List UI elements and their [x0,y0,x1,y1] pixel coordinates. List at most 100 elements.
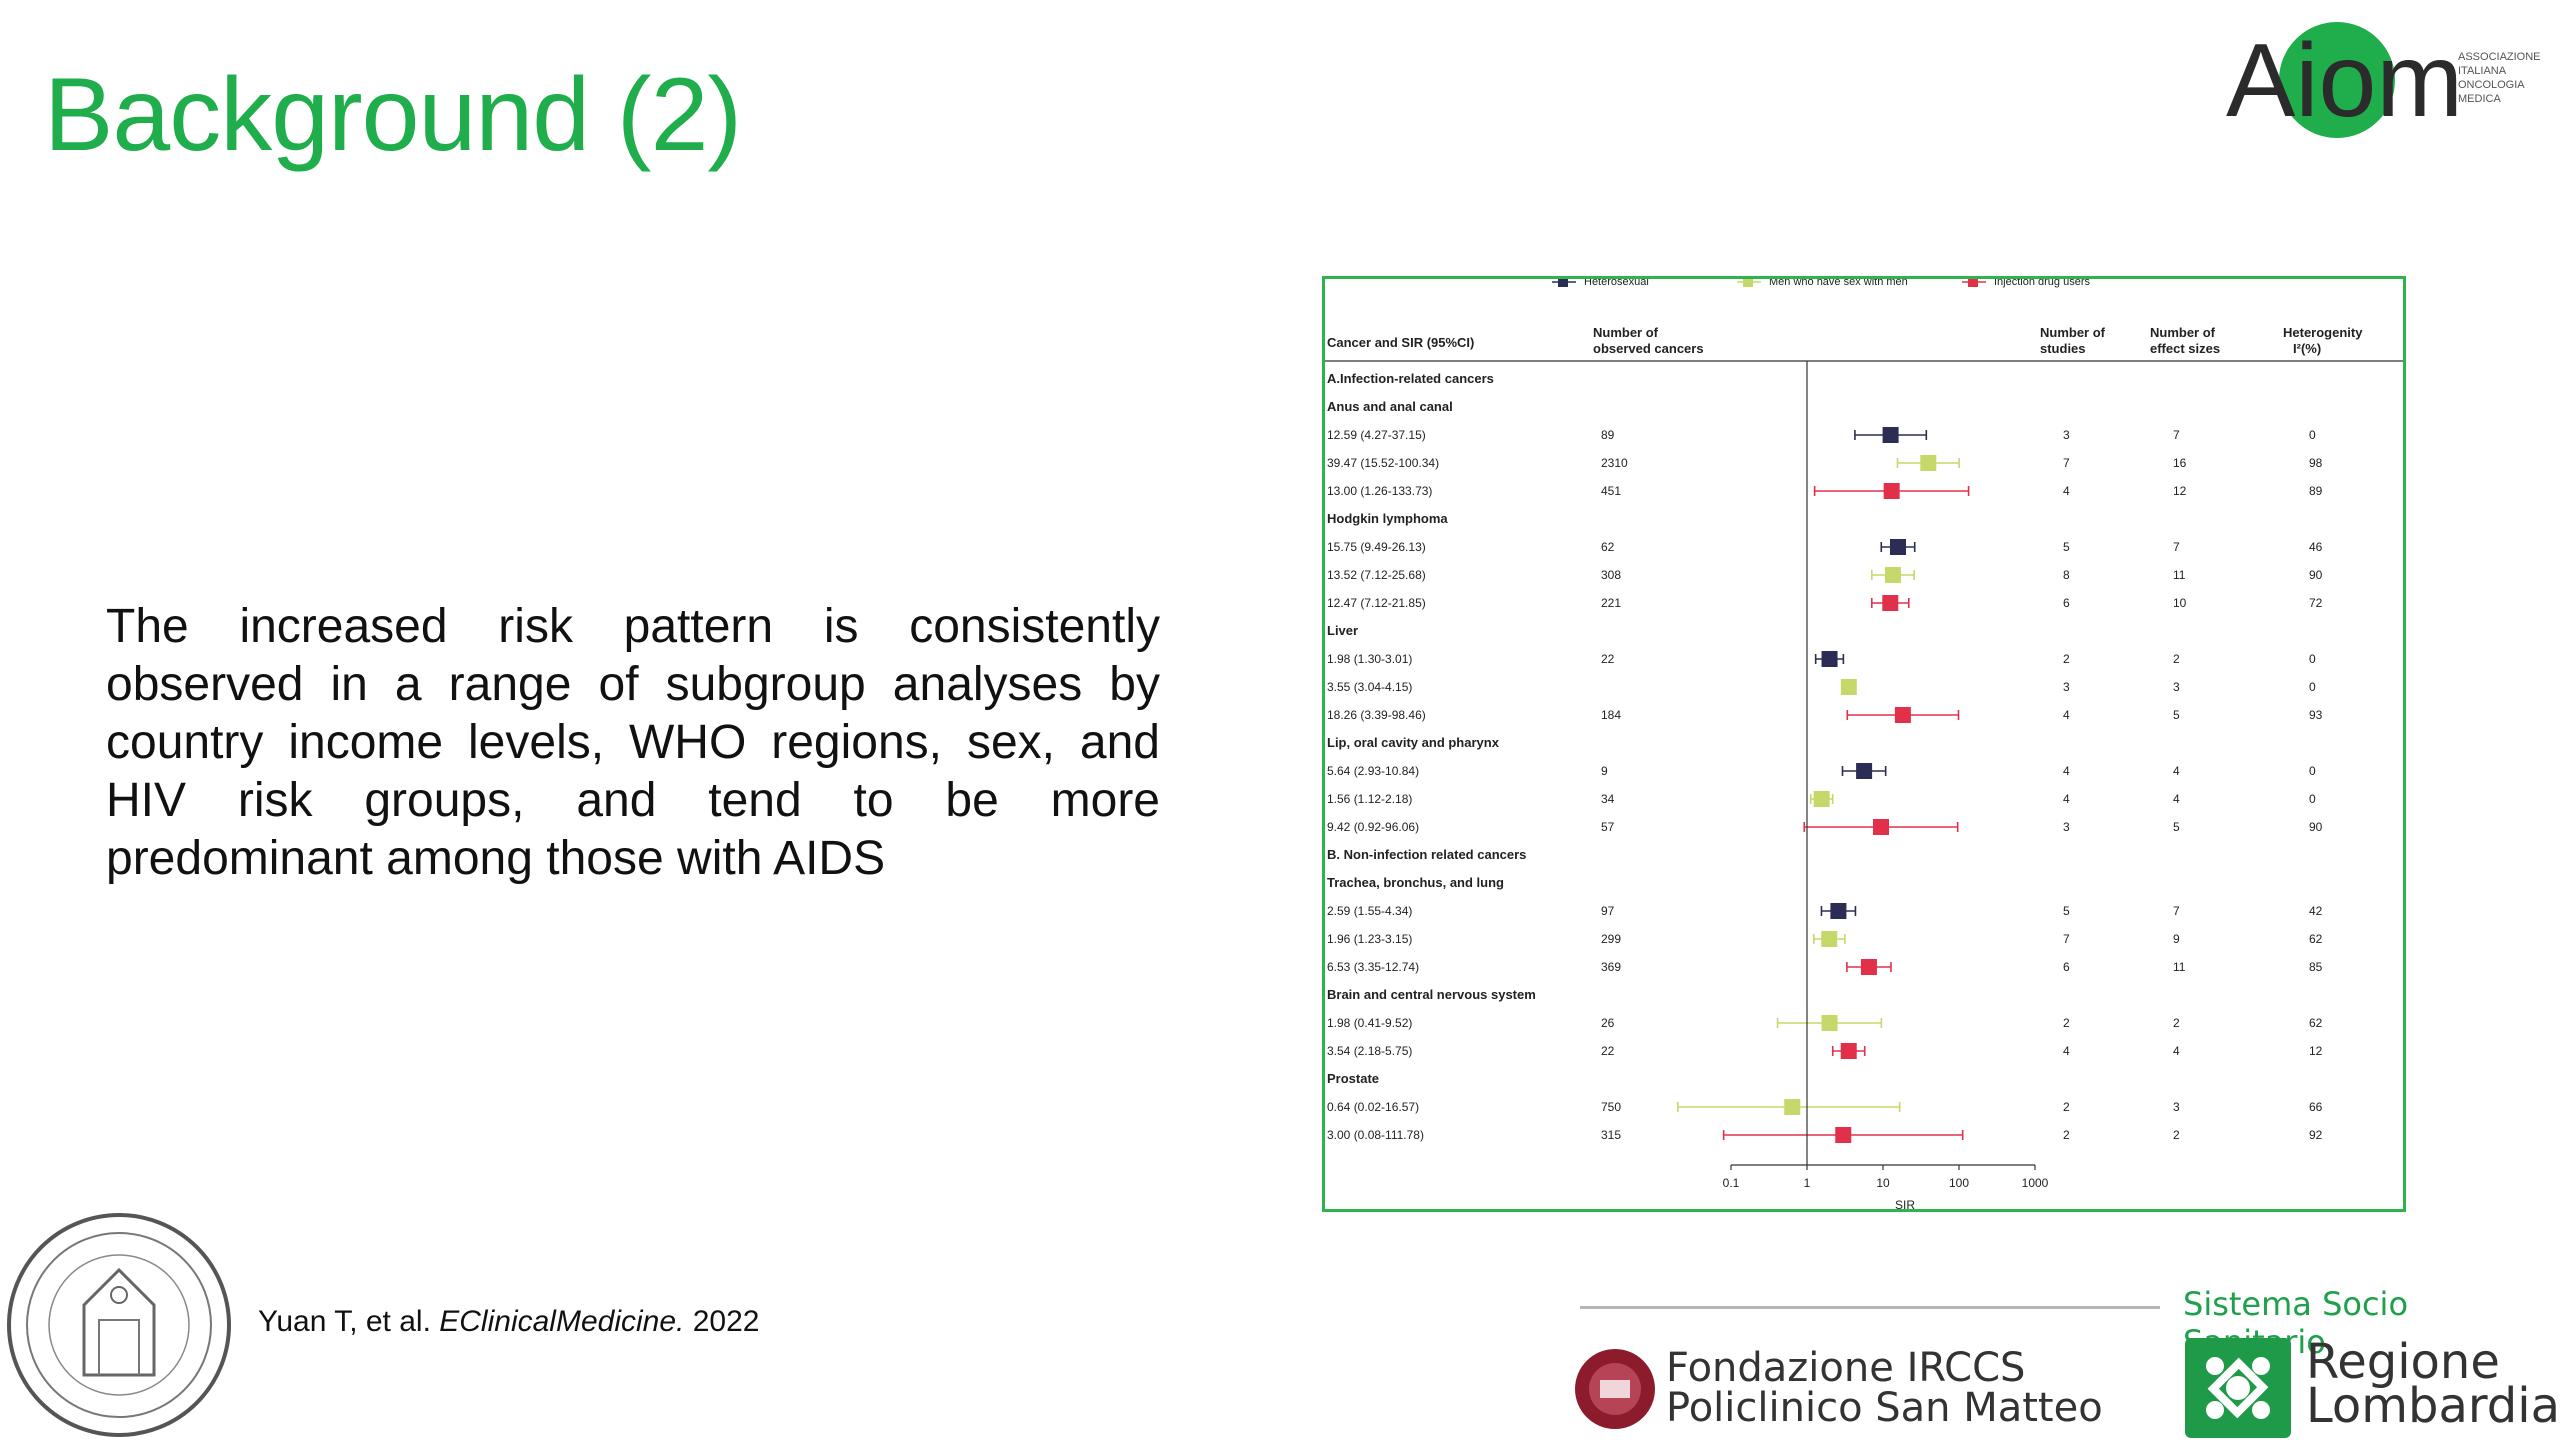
row-observed: 22 [1601,1044,1615,1058]
row-heterogeneity: 42 [2309,904,2323,918]
row-studies: 2 [2063,652,2070,666]
row-observed: 97 [1601,904,1615,918]
svg-text:ASSOCIAZIONE: ASSOCIAZIONE [2458,51,2541,63]
aiom-logo: Aiom ASSOCIAZIONE ITALIANA ONCOLOGIA MED… [2220,14,2550,144]
row-studies: 3 [2063,820,2070,834]
row-heterogeneity: 0 [2309,792,2316,806]
row-effects: 7 [2173,904,2180,918]
row-studies: 4 [2063,764,2070,778]
regione-line1: Regione [2306,1334,2500,1390]
row-sir-label: 13.00 (1.26-133.73) [1327,484,1432,498]
row-observed: 299 [1601,932,1621,946]
header-heterogeneity: Heterogenity [2283,325,2363,340]
regione-name: Regione Lombardia [2306,1334,2560,1430]
row-effects: 5 [2173,708,2180,722]
sir-marker [1821,651,1838,667]
row-studies: 5 [2063,904,2070,918]
legend-label: Men who have sex with men [1769,279,1908,288]
sir-marker [1860,959,1877,975]
row-effects: 5 [2173,820,2180,834]
header-effects: effect sizes [2150,341,2220,356]
row-effects: 11 [2173,568,2186,582]
header-heterogeneity: I²(%) [2293,341,2321,356]
row-effects: 12 [2173,484,2187,498]
row-studies: 2 [2063,1100,2070,1114]
row-effects: 2 [2173,1016,2180,1030]
section-label: B. Non-infection related cancers [1327,847,1526,862]
svg-text:ONCOLOGIA: ONCOLOGIA [2458,79,2525,91]
row-effects: 16 [2173,456,2187,470]
row-studies: 6 [2063,596,2070,610]
row-sir-label: 18.26 (3.39-98.46) [1327,708,1426,722]
row-studies: 4 [2063,792,2070,806]
row-heterogeneity: 12 [2309,1044,2323,1058]
citation-year: 2022 [684,1305,760,1338]
row-sir-label: 0.64 (0.02-16.57) [1327,1100,1419,1114]
header-cancer: Cancer and SIR (95%CI) [1327,335,1474,350]
group-label: Trachea, bronchus, and lung [1327,875,1504,890]
fondazione-line1: Fondazione IRCCS [1666,1345,2026,1391]
footer-divider [1580,1306,2160,1309]
sir-marker [1882,427,1899,443]
row-effects: 10 [2173,596,2187,610]
row-studies: 2 [2063,1128,2070,1142]
sir-marker [1884,567,1901,583]
row-effects: 4 [2173,1044,2180,1058]
section-label: A.Infection-related cancers [1327,371,1494,386]
row-studies: 7 [2063,456,2070,470]
row-sir-label: 9.42 (0.92-96.06) [1327,820,1419,834]
row-heterogeneity: 62 [2309,932,2323,946]
row-effects: 3 [2173,680,2180,694]
row-heterogeneity: 0 [2309,652,2316,666]
x-tick-label: 100 [1949,1176,1969,1190]
group-label: Anus and anal canal [1327,399,1453,414]
row-heterogeneity: 62 [2309,1016,2323,1030]
group-label: Brain and central nervous system [1327,987,1536,1002]
row-studies: 6 [2063,960,2070,974]
row-studies: 4 [2063,484,2070,498]
row-sir-label: 3.00 (0.08-111.78) [1327,1128,1424,1142]
row-observed: 451 [1601,484,1621,498]
row-studies: 5 [2063,540,2070,554]
fondazione-line2: Policlinico San Matteo [1666,1385,2103,1431]
row-heterogeneity: 72 [2309,596,2323,610]
group-label: Prostate [1327,1071,1379,1086]
university-seal-icon [4,1210,234,1440]
row-observed: 62 [1601,540,1615,554]
row-sir-label: 1.96 (1.23-3.15) [1327,932,1412,946]
sir-marker [1835,1127,1852,1143]
row-heterogeneity: 90 [2309,568,2323,582]
sir-marker [1920,455,1937,471]
row-observed: 34 [1601,792,1615,806]
sir-marker [1873,819,1890,835]
x-tick-label: 1 [1804,1176,1811,1190]
group-label: Lip, oral cavity and pharynx [1327,735,1500,750]
row-effects: 7 [2173,428,2180,442]
row-sir-label: 1.98 (1.30-3.01) [1327,652,1412,666]
row-heterogeneity: 93 [2309,708,2323,722]
row-studies: 4 [2063,1044,2070,1058]
row-observed: 22 [1601,652,1615,666]
sir-marker [1889,539,1906,555]
svg-text:MEDICA: MEDICA [2458,93,2501,105]
row-effects: 4 [2173,792,2180,806]
row-heterogeneity: 85 [2309,960,2323,974]
row-sir-label: 12.47 (7.12-21.85) [1327,596,1426,610]
row-observed: 750 [1601,1100,1621,1114]
row-observed: 221 [1601,596,1621,610]
svg-text:ITALIANA: ITALIANA [2458,65,2507,77]
legend-marker [1558,277,1568,287]
row-effects: 11 [2173,960,2186,974]
row-observed: 184 [1601,708,1621,722]
row-observed: 369 [1601,960,1621,974]
row-observed: 308 [1601,568,1621,582]
legend-marker [1968,277,1978,287]
row-studies: 3 [2063,680,2070,694]
forest-plot: Heterosexual Men who have sex with men Inj… [1322,276,2406,1212]
row-sir-label: 1.56 (1.12-2.18) [1327,792,1412,806]
sir-marker [1784,1099,1801,1115]
row-sir-label: 39.47 (15.52-100.34) [1327,456,1439,470]
row-effects: 4 [2173,764,2180,778]
fondazione-name: Fondazione IRCCS Policlinico San Matteo [1666,1348,2103,1428]
row-heterogeneity: 98 [2309,456,2323,470]
